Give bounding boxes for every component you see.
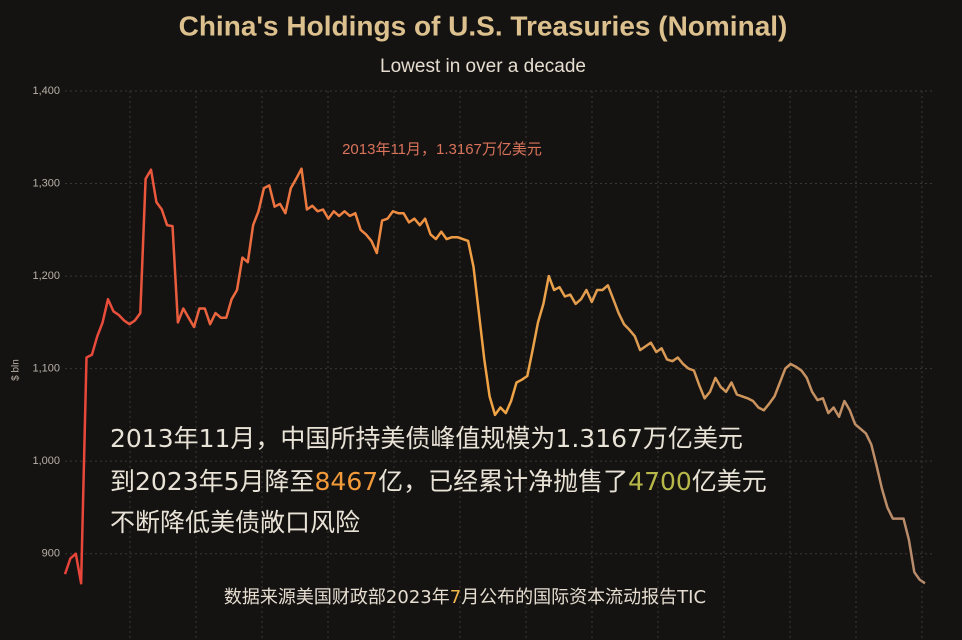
source-note: 数据来源美国财政部2023年7月公布的国际资本流动报告TIC <box>224 587 706 608</box>
note-segment: 到2023年5月降至 <box>110 467 315 496</box>
note-segment: 4700 <box>628 467 692 496</box>
y-tick-label: 1,300 <box>32 177 60 189</box>
source-segment: 7 <box>450 587 461 608</box>
y-tick-label: 1,400 <box>32 85 60 97</box>
note-line: 到2023年5月降至8467亿，已经累计净抛售了4700亿美元 <box>110 467 767 496</box>
note-segment: 亿，已经累计净抛售了 <box>378 467 628 496</box>
note-segment: 8467 <box>315 467 379 496</box>
note-segment: 不断降低美债敞口风险 <box>110 508 360 537</box>
chart-subtitle: Lowest in over a decade <box>380 56 586 77</box>
data-line <box>63 167 926 585</box>
peak-annotation: 2013年11月，1.3167万亿美元 <box>342 141 542 158</box>
note-line: 不断降低美债敞口风险 <box>110 508 360 537</box>
note-line: 2013年11月，中国所持美债峰值规模为1.3167万亿美元 <box>110 424 743 453</box>
y-tick-label: 1,100 <box>32 363 60 375</box>
chart-title: China's Holdings of U.S. Treasuries (Nom… <box>179 10 788 41</box>
source-segment: 数据来源美国财政部2023年 <box>224 587 450 608</box>
y-tick-label: 900 <box>42 548 60 560</box>
y-tick-label: 1,000 <box>32 455 60 467</box>
note-segment: 亿美元 <box>692 467 767 496</box>
note-segment: 2013年11月，中国所持美债峰值规模为1.3167万亿美元 <box>110 424 743 453</box>
y-tick-label: 1,200 <box>32 270 60 282</box>
y-axis-label: $ bln <box>11 359 22 381</box>
source-segment: 月公布的国际资本流动报告TIC <box>461 587 706 608</box>
